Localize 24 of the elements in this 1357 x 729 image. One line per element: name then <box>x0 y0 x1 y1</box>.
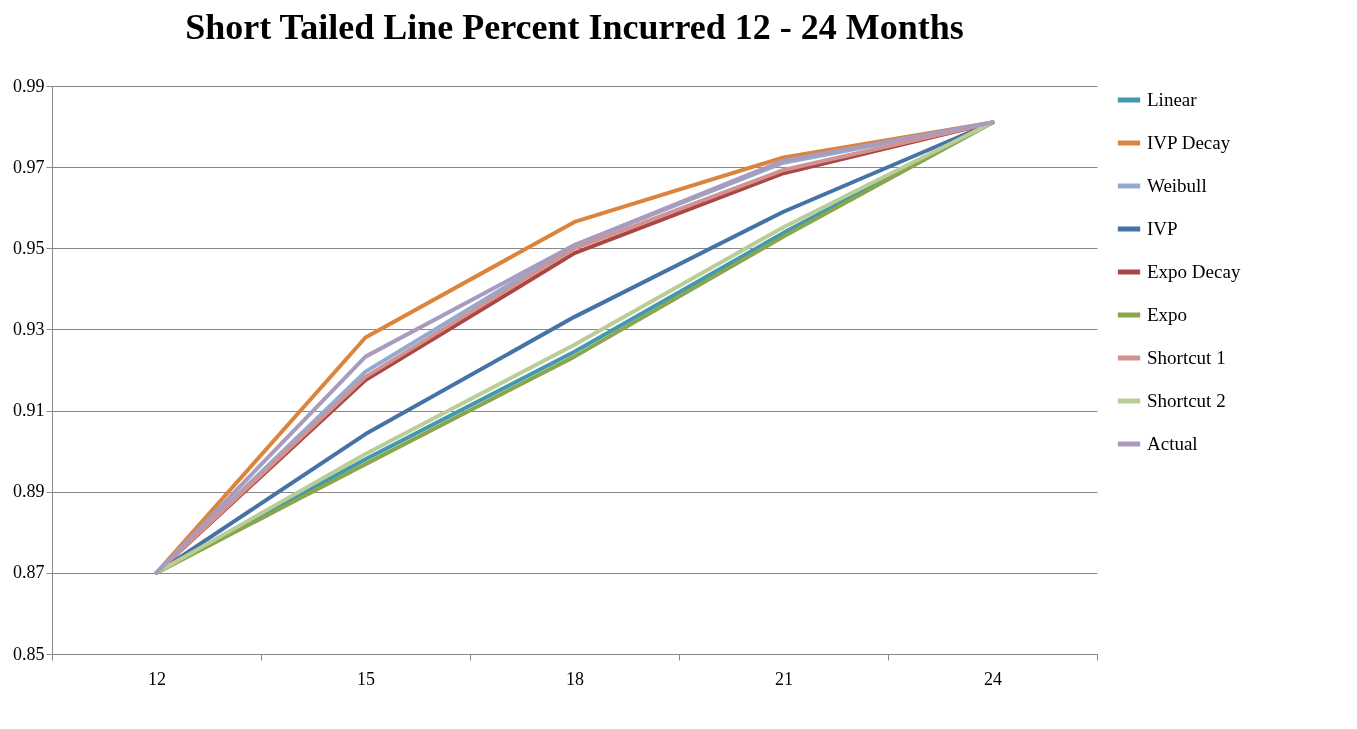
y-tick-label: 0.93 <box>13 318 45 339</box>
y-tick-label: 0.99 <box>13 75 45 96</box>
y-tick-label: 0.87 <box>13 562 45 583</box>
y-tick-label: 0.95 <box>13 237 45 258</box>
legend-label: Weibull <box>1147 175 1207 196</box>
legend-label: Linear <box>1147 89 1198 110</box>
line-series <box>154 120 995 575</box>
y-tick-label: 0.85 <box>13 643 45 664</box>
legend-label: Shortcut 2 <box>1147 390 1226 411</box>
y-tick-label: 0.89 <box>13 481 45 502</box>
x-tick-label: 12 <box>148 668 166 689</box>
legend-label: IVP Decay <box>1147 132 1231 153</box>
x-tick-label: 15 <box>357 668 375 689</box>
legend-label: Expo <box>1147 304 1188 325</box>
legend-label: Actual <box>1147 433 1198 454</box>
chart-title: Short Tailed Line Percent Incurred 12 - 24 Months <box>185 7 964 47</box>
y-tick-label: 0.97 <box>13 156 45 177</box>
legend-label: IVP <box>1147 218 1178 239</box>
x-tick-label: 18 <box>566 668 584 689</box>
legend-label: Shortcut 1 <box>1147 347 1226 368</box>
y-tick-label: 0.91 <box>13 400 45 421</box>
legend-label: Expo Decay <box>1147 261 1241 282</box>
x-tick-label: 24 <box>984 668 1002 689</box>
x-tick-label: 21 <box>775 668 793 689</box>
